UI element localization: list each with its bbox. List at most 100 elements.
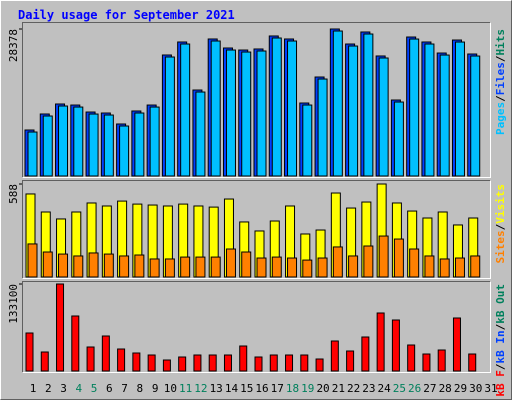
bar	[424, 255, 435, 278]
x-tick-label: 14	[225, 382, 239, 395]
bar	[315, 358, 324, 372]
bar	[409, 248, 420, 278]
bar	[271, 37, 282, 177]
bar	[348, 45, 359, 177]
bar	[409, 38, 420, 177]
bar	[302, 259, 313, 278]
bar	[393, 238, 404, 278]
bar	[210, 256, 221, 278]
legend-separator: /	[494, 323, 507, 330]
x-tick-label: 3	[60, 382, 67, 395]
bar	[378, 235, 389, 278]
bar	[180, 256, 191, 278]
bar	[27, 131, 38, 177]
bar	[180, 43, 191, 177]
x-tick-label: 24	[378, 382, 392, 395]
legend: Pages/Files/Hits	[494, 29, 507, 135]
bar	[193, 354, 202, 372]
bar	[361, 336, 370, 372]
bar	[256, 50, 267, 177]
bar	[134, 112, 145, 177]
chart-title: Daily usage for September 2021	[18, 8, 235, 22]
x-tick-label: 28	[439, 382, 452, 395]
x-tick-label: 16	[255, 382, 268, 395]
legend: kB F/kB In/kB Out	[494, 284, 507, 397]
bar	[117, 348, 126, 372]
bar	[239, 345, 248, 372]
bar	[437, 349, 446, 372]
panel-bevel-light	[22, 180, 491, 279]
x-tick-label: 18	[286, 382, 299, 395]
bar	[223, 354, 232, 372]
x-tick-label: 15	[240, 382, 253, 395]
y-tick-label: 588	[7, 184, 20, 204]
legend-entry: kB Out	[494, 284, 507, 324]
bar	[363, 245, 374, 278]
bar	[210, 40, 221, 177]
legend-entry: Hits	[494, 29, 507, 56]
bar	[470, 255, 481, 278]
x-tick-label: 19	[301, 382, 314, 395]
legend-entry: Files	[494, 62, 507, 95]
bar	[103, 114, 114, 177]
x-tick-label: 1	[30, 382, 37, 395]
bar	[73, 255, 84, 278]
bar	[317, 78, 328, 177]
x-tick-label: 31	[484, 382, 497, 395]
x-tick-label: 26	[408, 382, 421, 395]
bar	[424, 43, 435, 177]
bar	[162, 359, 171, 372]
panel-bevel-dark	[22, 180, 491, 279]
legend-separator: /	[494, 95, 507, 102]
bar	[302, 104, 313, 177]
bar	[58, 105, 69, 177]
legend: Sites/Visits	[494, 184, 507, 264]
bar	[285, 354, 294, 372]
bar	[241, 251, 252, 278]
bar	[134, 254, 145, 278]
bar	[241, 51, 252, 177]
x-tick-label: 27	[423, 382, 436, 395]
bar	[348, 255, 359, 278]
bar	[269, 354, 278, 372]
bar	[454, 257, 465, 278]
x-tick-label: 29	[454, 382, 467, 395]
bar	[147, 354, 156, 372]
x-tick-label: 2	[45, 382, 52, 395]
bar	[439, 54, 450, 177]
x-tick-label: 20	[316, 382, 329, 395]
bar	[132, 352, 141, 372]
bar	[470, 55, 481, 177]
bar	[225, 248, 236, 278]
bar	[439, 258, 450, 278]
bar	[58, 253, 69, 278]
panel-bevel-light	[22, 281, 491, 373]
bar	[300, 354, 309, 372]
bar	[468, 353, 477, 372]
bar	[454, 41, 465, 177]
legend-separator: /	[494, 55, 507, 62]
bar	[376, 312, 385, 372]
bar	[287, 40, 298, 177]
bar	[208, 354, 217, 372]
legend-separator: /	[494, 223, 507, 230]
x-tick-label: 30	[469, 382, 482, 395]
bar	[88, 252, 99, 278]
bar	[332, 246, 343, 278]
bar	[287, 257, 298, 278]
legend-entry: Visits	[494, 184, 507, 224]
panel-bevel-light	[22, 22, 491, 178]
y-tick-label: 133100	[7, 284, 20, 324]
bar	[119, 125, 130, 177]
x-tick-label: 21	[332, 382, 345, 395]
legend-entry: Sites	[494, 230, 507, 263]
bar	[422, 353, 431, 372]
bar	[407, 344, 416, 372]
bar	[88, 113, 99, 177]
bar	[393, 101, 404, 177]
x-tick-label: 23	[362, 382, 375, 395]
bar	[103, 253, 114, 278]
bar	[256, 257, 267, 278]
bar	[391, 319, 400, 372]
